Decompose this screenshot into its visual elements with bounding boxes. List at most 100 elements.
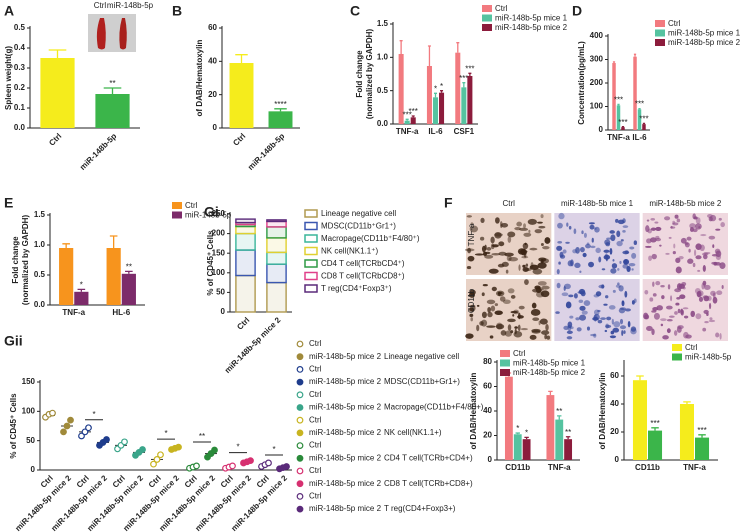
significance: ** [556,407,562,416]
stain [676,296,681,300]
stain [655,280,661,286]
panel-label: Gii [4,333,23,349]
y-axis-label: of DAB/Hematoxylin [195,39,204,116]
stain [488,268,499,274]
bar [59,248,74,305]
stain [535,286,542,294]
legend-marker [296,442,304,450]
significance: * [516,424,519,433]
significance: * [80,281,83,290]
point [81,428,89,436]
stain [582,252,587,258]
stain [682,286,686,290]
stain [558,212,565,220]
stain [646,325,653,332]
error-bar [274,108,287,112]
stain [695,255,702,260]
stain [650,227,657,231]
y-tick-label: 0.4 [14,43,26,52]
stain [588,222,595,225]
stain [486,247,492,251]
stain [622,230,626,233]
stain [606,237,612,240]
stain [612,327,620,333]
y-axis-label: (normalized by GAPDH) [365,29,374,120]
stain [518,264,521,271]
error-bar [399,40,403,54]
legend-label: miR-148b-5p mice 2 [309,453,382,462]
error-bar [235,54,248,63]
legend-label: Ctrl [309,441,322,450]
bar [229,63,254,128]
stain [660,323,664,327]
x-tick-label: IL-6 [428,127,443,136]
stain [570,259,574,267]
bar-segment [235,225,256,235]
bar [621,127,625,130]
row-label: CD11b [467,288,476,313]
legend-swatch [655,29,665,37]
bar [504,376,513,460]
stain [719,262,726,270]
column-label: miR-148b-5b mice 2 [649,199,722,208]
stain [619,260,622,264]
stain [660,318,667,322]
stain [537,262,547,269]
point [247,457,254,465]
stain [519,227,529,231]
legend-marker [296,353,304,361]
bar [426,66,432,124]
stain [661,295,665,300]
stain [608,305,616,310]
legend-label: MDSC(CD11b⁺Gr1⁺) [321,222,396,231]
stain [531,302,537,309]
stain [516,221,522,227]
legend-label: miR-148b-5p mice 2 [668,38,741,47]
y-tick-label: 1.5 [377,19,389,28]
panel-label: B [172,3,182,19]
legend-swatch [482,14,492,22]
legend-group: Macropage(CD11b+F4/80+) [384,403,484,412]
stain [720,222,725,228]
legend-label: miR-148b-5p mice 2 [309,403,382,412]
stain [666,305,673,310]
stain [579,305,586,311]
legend-label: Lineage negative cell [321,209,396,218]
stain [652,293,657,297]
x-tick-label: IL-6 [632,133,647,142]
stain [574,262,581,269]
point [265,459,272,467]
stain [706,312,709,317]
stain [651,253,657,260]
stain [487,311,493,318]
legend-marker [296,505,304,513]
error-bar [524,436,529,440]
stain [624,290,628,298]
stain [675,302,680,306]
stain [605,324,612,328]
legend-label: miR-148b-5p [185,211,232,220]
stain [660,284,665,288]
stain [514,326,518,329]
stain [693,216,698,220]
stain [659,244,662,247]
bar-segment [235,249,256,277]
stain [578,288,586,295]
stain [613,321,621,328]
stain [597,319,603,324]
stain [542,245,550,250]
stain [689,223,696,229]
y-tick-label: 100 [212,268,226,277]
stain [622,225,629,229]
stain [579,314,587,321]
stain [610,268,617,274]
legend-label: miR-148b-5p [685,353,732,362]
bar [633,56,637,130]
legend-label: Ctrl [309,365,322,374]
stain [708,235,716,240]
stain [715,332,720,338]
point [139,446,146,453]
stain [603,303,608,306]
legend-marker [296,467,304,475]
stain [667,284,671,290]
